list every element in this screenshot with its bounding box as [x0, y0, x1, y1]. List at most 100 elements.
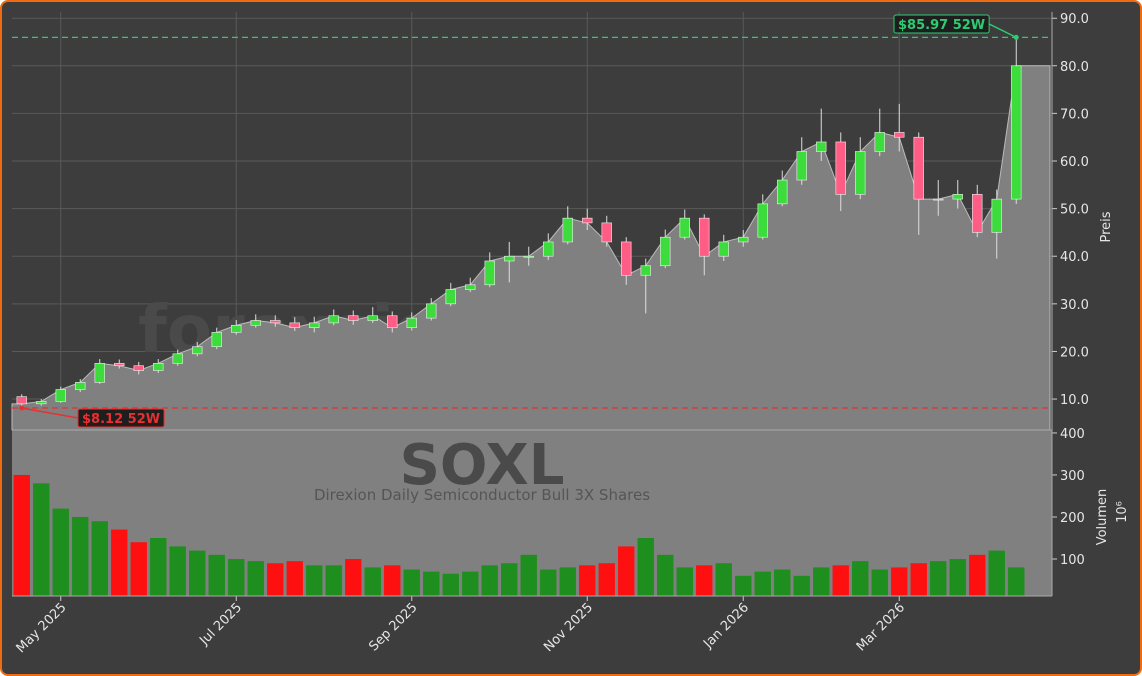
candle-body: [387, 315, 398, 328]
volume-bar: [52, 508, 69, 596]
candle-body: [114, 363, 125, 367]
volume-bar: [228, 559, 245, 596]
volume-bar: [949, 559, 966, 596]
volume-bar: [33, 483, 50, 596]
volume-bar: [657, 554, 674, 596]
annotation-label: $8.12 52W: [82, 412, 160, 427]
candle-body: [562, 217, 573, 243]
annotation-point: [1013, 34, 1019, 40]
volume-bar: [774, 569, 791, 596]
y-tick-label: 30.0: [1060, 298, 1089, 313]
y-tick-label: 10.0: [1060, 393, 1089, 408]
candle-body: [75, 382, 86, 390]
candle-body: [1011, 65, 1022, 200]
volume-bar: [111, 529, 128, 596]
candle-body: [16, 396, 27, 405]
volume-bar: [306, 565, 323, 596]
candle-body: [465, 284, 476, 290]
candle-body: [153, 363, 164, 371]
candle-body: [913, 136, 924, 200]
volume-bar: [208, 554, 225, 596]
volume-bar: [930, 561, 947, 596]
candle-body: [894, 132, 905, 138]
volume-bar: [150, 538, 167, 596]
candle-body: [172, 353, 183, 364]
y-axis-label: Preis: [1099, 211, 1114, 242]
watermark-name: Direxion Daily Semiconductor Bull 3X Sha…: [314, 486, 650, 504]
candle-body: [523, 255, 534, 258]
volume-bar: [832, 565, 849, 596]
candle-body: [972, 194, 983, 233]
volume-bar: [130, 542, 147, 596]
annotation-label: $85.97 52W: [898, 18, 985, 33]
volume-bar: [364, 567, 381, 596]
y-tick-label: 60.0: [1060, 155, 1089, 170]
volume-tick-label: 100: [1060, 553, 1085, 568]
y-tick-label: 50.0: [1060, 203, 1089, 218]
candle-body: [679, 217, 690, 238]
candle-body: [796, 151, 807, 181]
candle-body: [231, 324, 242, 333]
candle-body: [855, 151, 866, 195]
volume-bar: [286, 561, 303, 596]
volume-bar: [579, 565, 596, 596]
candle-body: [426, 303, 437, 319]
volume-bar: [72, 516, 89, 596]
volume-bar: [735, 575, 752, 596]
volume-bar: [91, 521, 108, 596]
volume-axis-label: Volumen: [1095, 489, 1110, 546]
volume-bar: [676, 567, 693, 596]
volume-bar: [189, 550, 206, 596]
candle-body: [484, 260, 495, 286]
x-tick-label: Jul 2025: [196, 600, 245, 649]
volume-bar: [442, 573, 459, 596]
volume-bar: [910, 563, 927, 596]
annotation-point: [19, 405, 25, 411]
volume-tick-label: 400: [1060, 427, 1085, 442]
candle-body: [348, 315, 359, 321]
volume-bar: [813, 567, 830, 596]
candle-body: [699, 217, 710, 257]
candle-body: [504, 255, 515, 262]
annotation-arrow: [988, 23, 1017, 39]
volume-unit: 10⁶: [1115, 501, 1130, 523]
volume-bar: [754, 571, 771, 596]
x-tick-label: Sep 2025: [366, 600, 420, 654]
volume-bar: [345, 559, 362, 596]
volume-bar: [871, 569, 888, 596]
volume-bar: [13, 474, 30, 596]
candle-body: [328, 315, 339, 324]
candle-body: [211, 332, 222, 347]
candle-body: [933, 198, 944, 201]
candle-body: [309, 322, 320, 328]
volume-bar: [891, 567, 908, 596]
y-tick-label: 40.0: [1060, 250, 1089, 265]
volume-bar: [267, 563, 284, 596]
volume-bar: [247, 561, 264, 596]
candle-body: [250, 320, 261, 326]
volume-bar: [793, 575, 810, 596]
candle-body: [543, 241, 554, 257]
y-tick-label: 90.0: [1060, 12, 1089, 27]
x-tick-label: May 2025: [14, 600, 70, 656]
candle-body: [738, 236, 749, 243]
candle-body: [445, 289, 456, 305]
volume-bar: [559, 567, 576, 596]
volume-tick-label: 200: [1060, 511, 1085, 526]
candle-body: [816, 141, 827, 152]
candle-body: [835, 141, 846, 195]
y-tick-label: 70.0: [1060, 107, 1089, 122]
volume-bar: [423, 571, 440, 596]
watermark-symbol: SOXL: [400, 433, 565, 498]
candle-body: [36, 401, 47, 405]
candle-body: [991, 198, 1002, 233]
candle-body: [718, 241, 729, 257]
volume-bar: [481, 565, 498, 596]
candle-body: [192, 346, 203, 355]
candle-body: [640, 265, 651, 276]
volume-bar: [169, 546, 186, 596]
volume-bar: [618, 546, 635, 596]
y-tick-label: 20.0: [1060, 345, 1089, 360]
